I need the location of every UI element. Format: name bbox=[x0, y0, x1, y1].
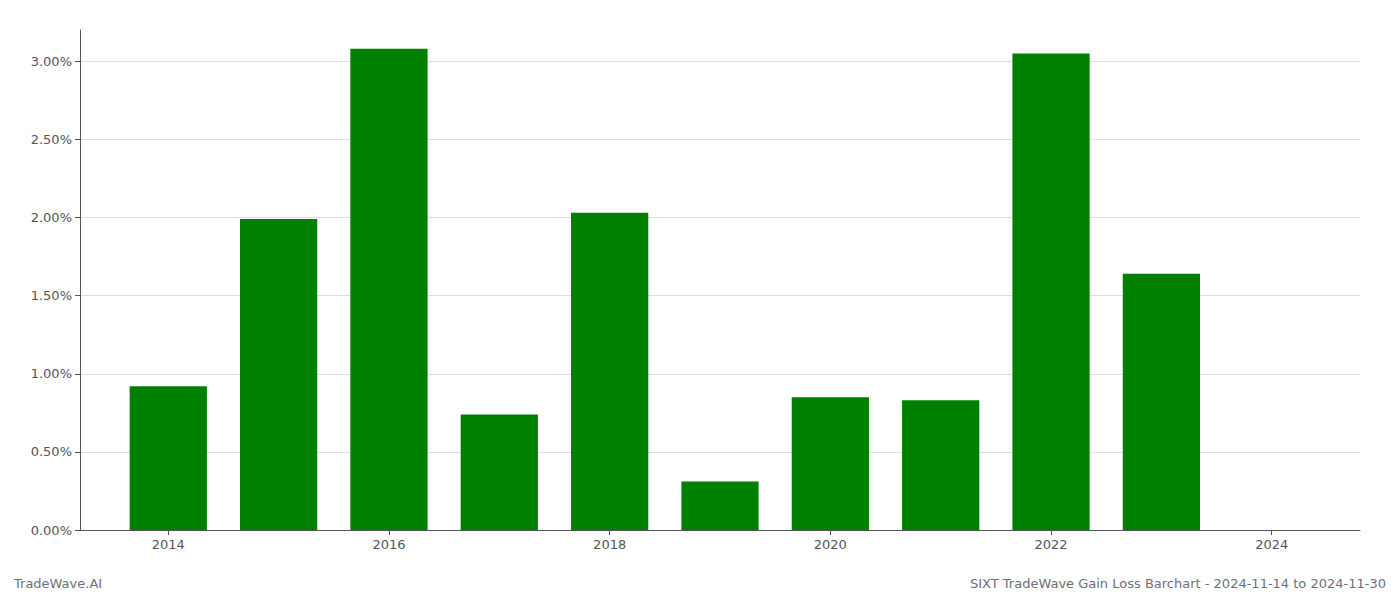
svg-text:2.00%: 2.00% bbox=[31, 210, 72, 225]
svg-text:2020: 2020 bbox=[814, 537, 847, 552]
svg-text:1.00%: 1.00% bbox=[31, 366, 72, 381]
svg-text:2018: 2018 bbox=[593, 537, 626, 552]
svg-text:TradeWave.AI: TradeWave.AI bbox=[13, 576, 102, 591]
svg-text:3.00%: 3.00% bbox=[31, 54, 72, 69]
svg-text:2022: 2022 bbox=[1034, 537, 1067, 552]
svg-text:2014: 2014 bbox=[152, 537, 185, 552]
svg-text:SIXT TradeWave Gain Loss Barch: SIXT TradeWave Gain Loss Barchart - 2024… bbox=[970, 576, 1386, 591]
svg-text:0.00%: 0.00% bbox=[31, 523, 72, 538]
svg-text:2024: 2024 bbox=[1255, 537, 1288, 552]
svg-text:2016: 2016 bbox=[372, 537, 405, 552]
svg-text:0.50%: 0.50% bbox=[31, 444, 72, 459]
svg-text:2.50%: 2.50% bbox=[31, 132, 72, 147]
svg-text:1.50%: 1.50% bbox=[31, 288, 72, 303]
